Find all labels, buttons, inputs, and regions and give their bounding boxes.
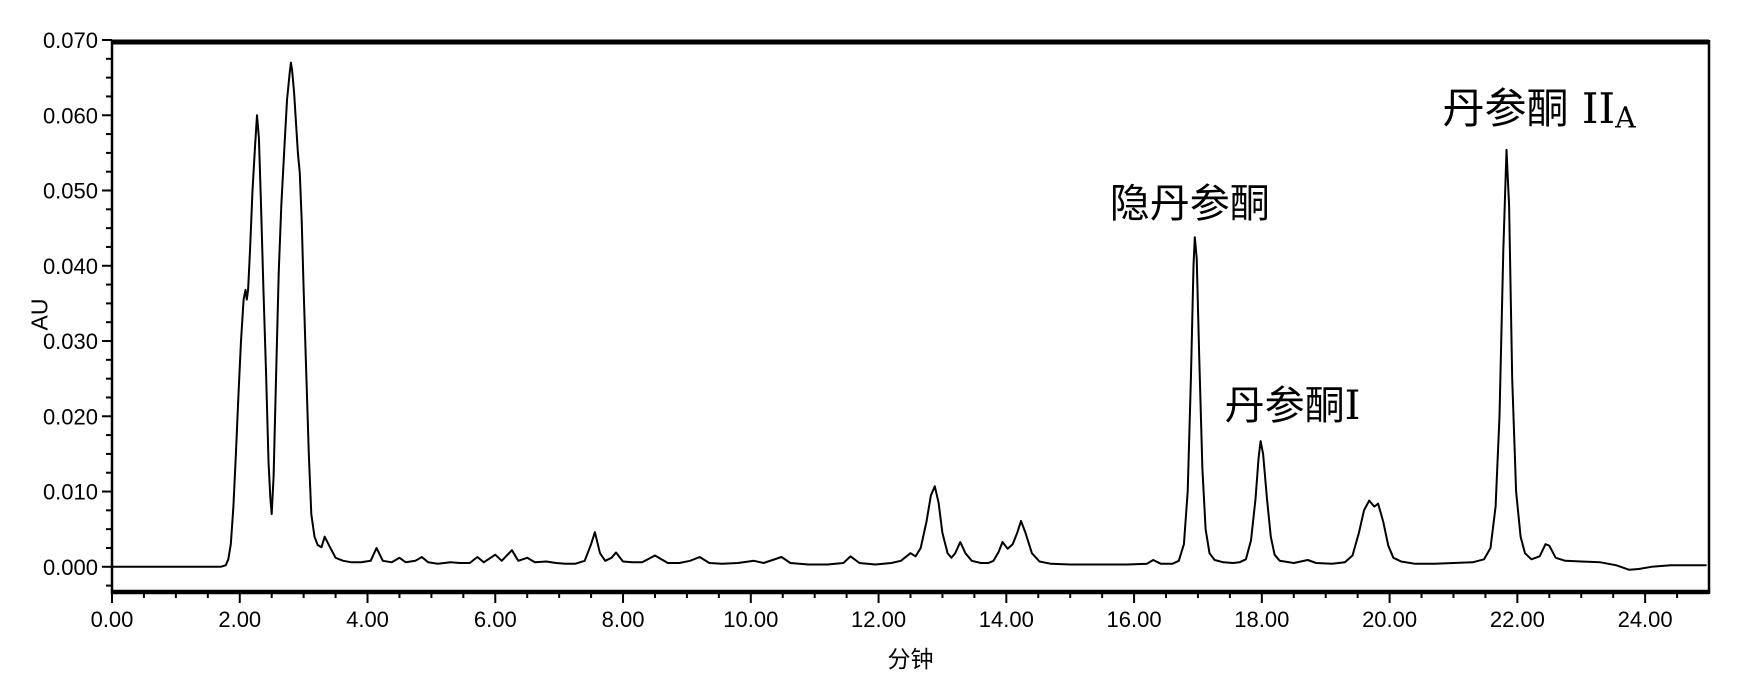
y-axis-title: AU	[26, 298, 53, 331]
y-axis-ticks	[102, 39, 112, 587]
svg-text:0.030: 0.030	[43, 329, 98, 354]
trace-path	[111, 61, 1707, 571]
svg-text:10.00: 10.00	[723, 607, 778, 632]
svg-text:4.00: 4.00	[346, 607, 389, 632]
svg-text:16.00: 16.00	[1107, 607, 1162, 632]
svg-text:0.010: 0.010	[43, 480, 98, 505]
peak-label-text: 丹参酮I	[1224, 383, 1361, 430]
peak-label-subscript: A	[1615, 100, 1636, 135]
svg-text:0.000: 0.000	[43, 555, 98, 580]
peak-label-cryptotanshinone: 隐丹参酮	[1110, 181, 1270, 227]
peak-label-text: 隐丹参酮	[1109, 181, 1270, 228]
svg-text:0.070: 0.070	[43, 28, 98, 53]
svg-text:12.00: 12.00	[851, 607, 906, 632]
y-axis-labels: 0.000 0.010 0.020 0.030 0.040 0.050 0.060 0.070	[43, 28, 98, 580]
svg-text:14.00: 14.00	[979, 607, 1034, 632]
svg-text:2.00: 2.00	[218, 607, 261, 632]
svg-text:0.00: 0.00	[91, 607, 134, 632]
svg-text:0.020: 0.020	[43, 404, 98, 429]
peak-label-tanshinone-1: 丹参酮I	[1225, 383, 1361, 429]
svg-text:0.040: 0.040	[43, 254, 98, 279]
svg-text:6.00: 6.00	[474, 607, 517, 632]
svg-text:8.00: 8.00	[602, 607, 645, 632]
peak-label-tanshinone-2a: 丹参酮 IIA	[1442, 83, 1636, 135]
svg-text:0.050: 0.050	[43, 179, 98, 204]
x-axis-labels: 0.00 2.00 4.00 6.00 8.00 10.00 12.00 14.00 16.00…	[91, 607, 1673, 632]
svg-text:24.00: 24.00	[1618, 607, 1673, 632]
peak-label-text: 丹参酮 II	[1442, 83, 1616, 133]
svg-text:22.00: 22.00	[1490, 607, 1545, 632]
svg-text:20.00: 20.00	[1362, 607, 1417, 632]
x-axis-title: 分钟	[887, 646, 934, 672]
svg-text:0.060: 0.060	[43, 103, 98, 128]
x-axis-ticks	[111, 592, 1679, 603]
svg-text:18.00: 18.00	[1234, 607, 1289, 632]
